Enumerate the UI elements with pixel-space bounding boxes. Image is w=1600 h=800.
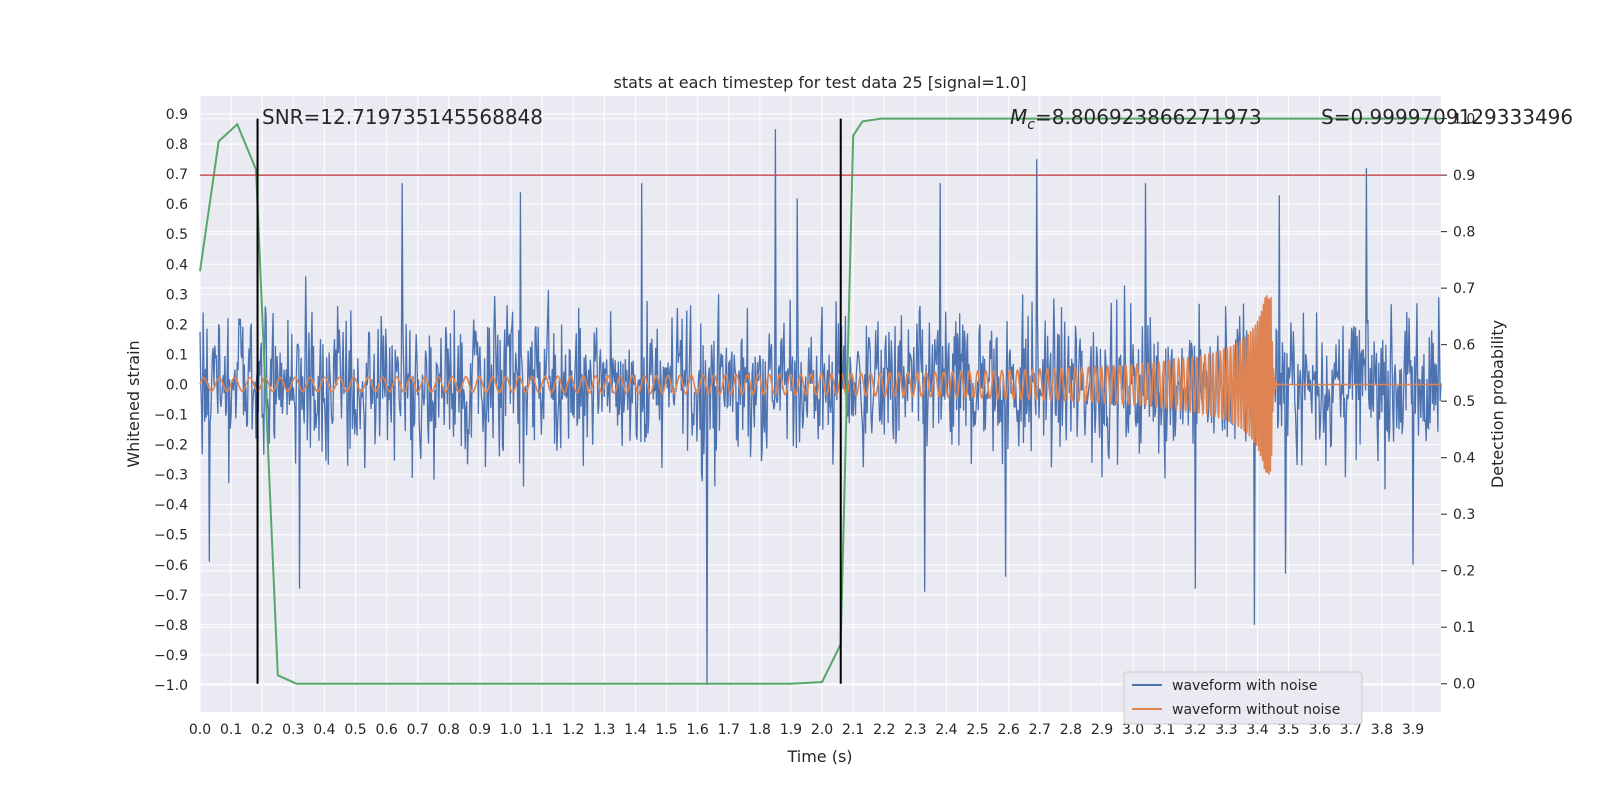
- x-tick-label: 2.9: [1091, 722, 1113, 738]
- legend-box: [1123, 671, 1363, 725]
- snr-annotation: SNR=12.719735145568848: [262, 105, 543, 129]
- y-tick-label: −0.8: [154, 618, 188, 634]
- y-tick-label: 0.1: [166, 347, 188, 363]
- y2-tick-label: 0.8: [1453, 225, 1475, 241]
- x-tick-label: 3.0: [1122, 722, 1144, 738]
- y-tick-label: −0.5: [154, 528, 188, 544]
- y2-tick-label: 0.6: [1453, 338, 1475, 354]
- legend: waveform with noise waveform without noi…: [1123, 671, 1363, 725]
- y-tick-label: 0.3: [166, 287, 188, 303]
- y-tick-label: 0.9: [166, 107, 188, 123]
- probability-series: [199, 117, 1441, 685]
- y-tick-label: −0.7: [154, 588, 188, 604]
- x-tick-label: 0.7: [407, 722, 429, 738]
- x-tick-label: 0.6: [375, 722, 397, 738]
- x-tick-label: 2.8: [1060, 722, 1082, 738]
- x-tick-label: 2.4: [935, 722, 957, 738]
- y-tick-label: 0.5: [166, 227, 188, 243]
- x-tick-label: 1.0: [500, 722, 522, 738]
- x-tick-label: 2.2: [873, 722, 895, 738]
- y-axis-label: Whitened strain: [124, 340, 143, 467]
- x-tick-label: 1.5: [655, 722, 677, 738]
- x-tick-label: 3.4: [1246, 722, 1268, 738]
- y-tick-label: 0.7: [166, 167, 188, 183]
- x-axis-label: Time (s): [786, 747, 852, 766]
- y2-tick-label: 0.2: [1453, 564, 1475, 580]
- x-tick-label: 2.1: [842, 722, 864, 738]
- y-tick-label: −0.9: [154, 648, 188, 664]
- x-tick-label: 3.6: [1309, 722, 1331, 738]
- x-tick-label: 1.7: [718, 722, 740, 738]
- clean-line: [199, 295, 1441, 475]
- y-tick-label: 0.8: [166, 137, 188, 153]
- y-tick-label: −1.0: [154, 678, 188, 694]
- x-tick-label: 3.3: [1215, 722, 1237, 738]
- y2-axis-ticks: 0.0 0.1 0.2 0.3 0.4 0.5 0.6 0.7 0.8 0.9 1.0: [1441, 112, 1475, 693]
- x-tick-label: 2.3: [904, 722, 926, 738]
- x-tick-label: 1.2: [562, 722, 584, 738]
- y2-tick-label: 0.7: [1453, 281, 1475, 297]
- y-tick-label: 0.6: [166, 197, 188, 213]
- y-tick-label: −0.6: [154, 558, 188, 574]
- x-tick-label: 1.9: [780, 722, 802, 738]
- x-tick-label: 0.1: [220, 722, 242, 738]
- chart-title: stats at each timestep for test data 25 …: [614, 73, 1027, 92]
- y2-tick-label: 0.4: [1453, 451, 1475, 467]
- y-tick-label: −0.1: [154, 408, 188, 424]
- y2-tick-label: 0.5: [1453, 394, 1475, 410]
- reference-lines: [200, 118, 1441, 684]
- x-tick-label: 3.1: [1153, 722, 1175, 738]
- x-tick-label: 0.9: [469, 722, 491, 738]
- x-tick-label: 3.2: [1184, 722, 1206, 738]
- x-tick-label: 1.3: [593, 722, 615, 738]
- mc-annotation: Mc=8.806923866271973: [1010, 105, 1262, 133]
- y2-tick-label: 0.3: [1453, 507, 1475, 523]
- legend-label-clean: waveform without noise: [1172, 702, 1340, 718]
- x-tick-label: 0.5: [344, 722, 366, 738]
- y-tick-label: 0.4: [166, 257, 188, 273]
- x-tick-label: 2.6: [998, 722, 1020, 738]
- y-tick-label: −0.3: [154, 468, 188, 484]
- x-tick-label: 1.8: [749, 722, 771, 738]
- x-tick-label: 1.6: [687, 722, 709, 738]
- x-tick-label: 0.4: [313, 722, 335, 738]
- y-tick-label: −0.4: [154, 498, 188, 514]
- x-axis-ticks: 0.0 0.1 0.2 0.3 0.4 0.5 0.6 0.7 0.8 0.9 1.0 1.1 1.2 1…: [189, 722, 1424, 738]
- mc-symbol: M: [1010, 105, 1027, 129]
- s-annotation: S=0.9999709129333496: [1321, 105, 1573, 129]
- mc-subscript: c: [1027, 117, 1035, 133]
- x-tick-label: 3.8: [1371, 722, 1393, 738]
- x-tick-label: 2.0: [811, 722, 833, 738]
- y2-tick-label: 1.0: [1453, 112, 1475, 128]
- clean-series: [199, 295, 1441, 475]
- x-tick-label: 0.2: [251, 722, 273, 738]
- legend-label-noise: waveform with noise: [1172, 678, 1317, 694]
- y2-tick-label: 0.9: [1453, 168, 1475, 184]
- x-tick-label: 3.5: [1277, 722, 1299, 738]
- x-tick-label: 3.9: [1402, 722, 1424, 738]
- mc-value: =8.806923866271973: [1035, 105, 1262, 129]
- x-tick-label: 2.7: [1029, 722, 1051, 738]
- x-tick-label: 0.8: [438, 722, 460, 738]
- x-tick-label: 3.7: [1340, 722, 1362, 738]
- x-tick-label: 1.4: [624, 722, 646, 738]
- y-tick-label: 0.0: [166, 377, 188, 393]
- x-tick-label: 0.3: [282, 722, 304, 738]
- grid: [199, 96, 1441, 712]
- y-tick-label: −0.2: [154, 438, 188, 454]
- y-tick-label: 0.2: [166, 317, 188, 333]
- y2-axis-label: Detection probability: [1488, 320, 1507, 488]
- y2-tick-label: 0.0: [1453, 677, 1475, 693]
- y2-tick-label: 0.1: [1453, 620, 1475, 636]
- x-tick-label: 2.5: [966, 722, 988, 738]
- probability-line: [199, 117, 1441, 685]
- y-axis-ticks: −1.0 −0.9 −0.8 −0.7 −0.6 −0.5 −0.4 −0.3 −0.2 −0.1…: [154, 107, 188, 694]
- x-tick-label: 0.0: [189, 722, 211, 738]
- x-tick-label: 1.1: [531, 722, 553, 738]
